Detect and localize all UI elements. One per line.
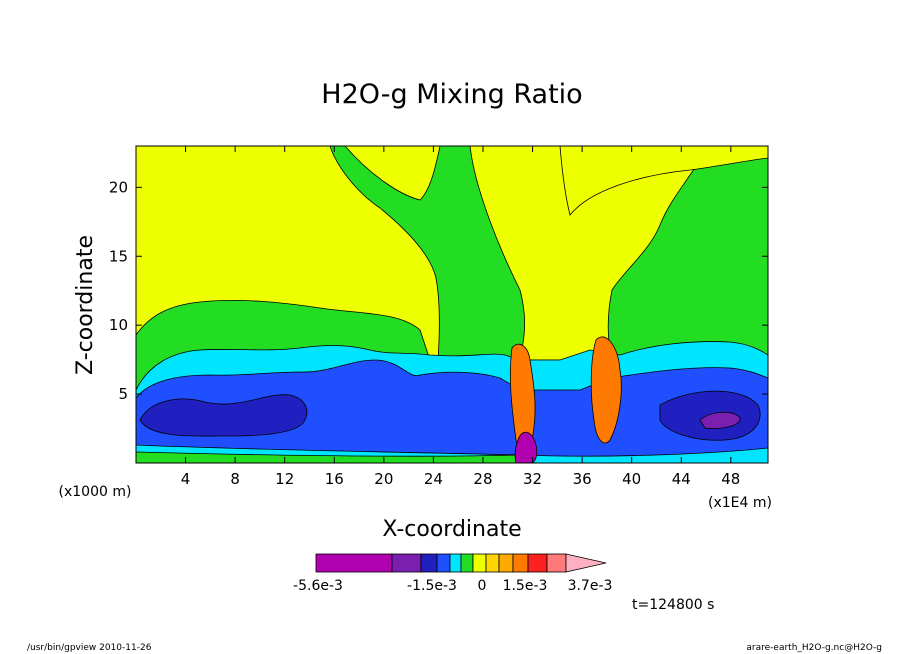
- band-orange-plume-right: [590, 336, 622, 444]
- plot-frame: [135, 145, 769, 464]
- colorbar-labels: -5.6e-3 -1.5e-3 0 1.5e-3 3.7e-3: [293, 578, 612, 594]
- y-tick-label: 15: [109, 247, 128, 265]
- y-axis-label: Z-coordinate: [73, 235, 98, 375]
- x-tick-label: 48: [721, 470, 740, 488]
- colorbar-label: 0: [478, 578, 487, 594]
- colorbar-swatch: [436, 553, 451, 573]
- band-purple-core: [514, 431, 538, 463]
- x-tick-label: 40: [622, 470, 641, 488]
- contour-field: [136, 146, 768, 463]
- x-unit-label: (x1E4 m): [708, 495, 772, 511]
- colorbar-swatch: [527, 553, 548, 573]
- y-axis-ticks: 5 10 15 20: [109, 178, 768, 403]
- footer-right: arare-earth_H2O-g.nc@H2O-g: [746, 643, 882, 653]
- x-axis-label: X-coordinate: [382, 517, 521, 542]
- y-unit-label: (x1000 m): [59, 484, 132, 500]
- colorbar-swatch: [546, 553, 567, 573]
- footer-left: /usr/bin/gpview 2010-11-26: [27, 643, 152, 653]
- y-tick-label: 20: [109, 178, 128, 196]
- colorbar-swatch: [498, 553, 514, 573]
- colorbar-swatch: [420, 553, 438, 573]
- colorbar-label: -5.6e-3: [293, 578, 343, 594]
- band-dark-blue: [139, 394, 308, 437]
- x-tick-label: 16: [325, 470, 344, 488]
- colorbar-swatch: [485, 553, 500, 573]
- band-purple-right: [699, 411, 741, 429]
- x-tick-label: 36: [573, 470, 592, 488]
- colorbar-swatch: [449, 553, 462, 573]
- colorbar-swatch: [460, 553, 474, 573]
- x-tick-label: 28: [473, 470, 492, 488]
- chart-title: H2O-g Mixing Ratio: [321, 79, 582, 110]
- x-tick-label: 24: [424, 470, 443, 488]
- colorbar: [315, 553, 607, 573]
- x-axis-ticks: 4 8 12 16 20 24 28 32 36 40 44 48: [181, 146, 740, 488]
- x-tick-label: 32: [523, 470, 542, 488]
- band-yellow-right-blob: [559, 146, 768, 216]
- x-tick-label: 4: [181, 470, 191, 488]
- colorbar-swatch: [512, 553, 529, 573]
- x-tick-label: 8: [230, 470, 240, 488]
- colorbar-swatch: [315, 553, 393, 573]
- colorbar-label: 3.7e-3: [568, 578, 613, 594]
- colorbar-label: -1.5e-3: [407, 578, 457, 594]
- colorbar-arrow: [565, 553, 607, 573]
- x-tick-label: 12: [275, 470, 294, 488]
- y-tick-label: 10: [109, 316, 128, 334]
- time-label: t=124800 s: [632, 597, 714, 613]
- x-tick-label: 20: [374, 470, 393, 488]
- colorbar-swatch: [391, 553, 422, 573]
- colorbar-label: 1.5e-3: [503, 578, 548, 594]
- y-tick-label: 5: [118, 385, 128, 403]
- x-tick-label: 44: [672, 470, 691, 488]
- band-yellow-center: [469, 146, 721, 361]
- colorbar-swatch: [472, 553, 487, 573]
